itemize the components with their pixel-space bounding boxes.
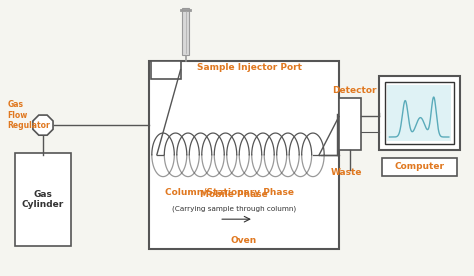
- FancyBboxPatch shape: [387, 84, 451, 141]
- Text: Gas
Cylinder: Gas Cylinder: [22, 190, 64, 209]
- Text: (Carrying sample through column): (Carrying sample through column): [172, 205, 296, 211]
- FancyBboxPatch shape: [182, 8, 189, 55]
- Text: Waste: Waste: [331, 168, 363, 177]
- FancyBboxPatch shape: [149, 61, 339, 249]
- Text: Detector: Detector: [333, 86, 377, 95]
- Text: Sample Injector Port: Sample Injector Port: [197, 63, 302, 72]
- Text: Gas
Flow
Regulator: Gas Flow Regulator: [7, 100, 50, 130]
- Text: Oven: Oven: [231, 237, 257, 245]
- FancyBboxPatch shape: [151, 61, 181, 79]
- FancyBboxPatch shape: [384, 82, 454, 144]
- FancyBboxPatch shape: [15, 153, 71, 246]
- FancyBboxPatch shape: [339, 99, 361, 150]
- Text: Computer: Computer: [394, 162, 444, 171]
- Text: Mobile Phase: Mobile Phase: [200, 190, 268, 199]
- FancyBboxPatch shape: [379, 76, 460, 150]
- FancyBboxPatch shape: [382, 158, 457, 176]
- Text: Column/Stationary Phase: Column/Stationary Phase: [164, 189, 293, 198]
